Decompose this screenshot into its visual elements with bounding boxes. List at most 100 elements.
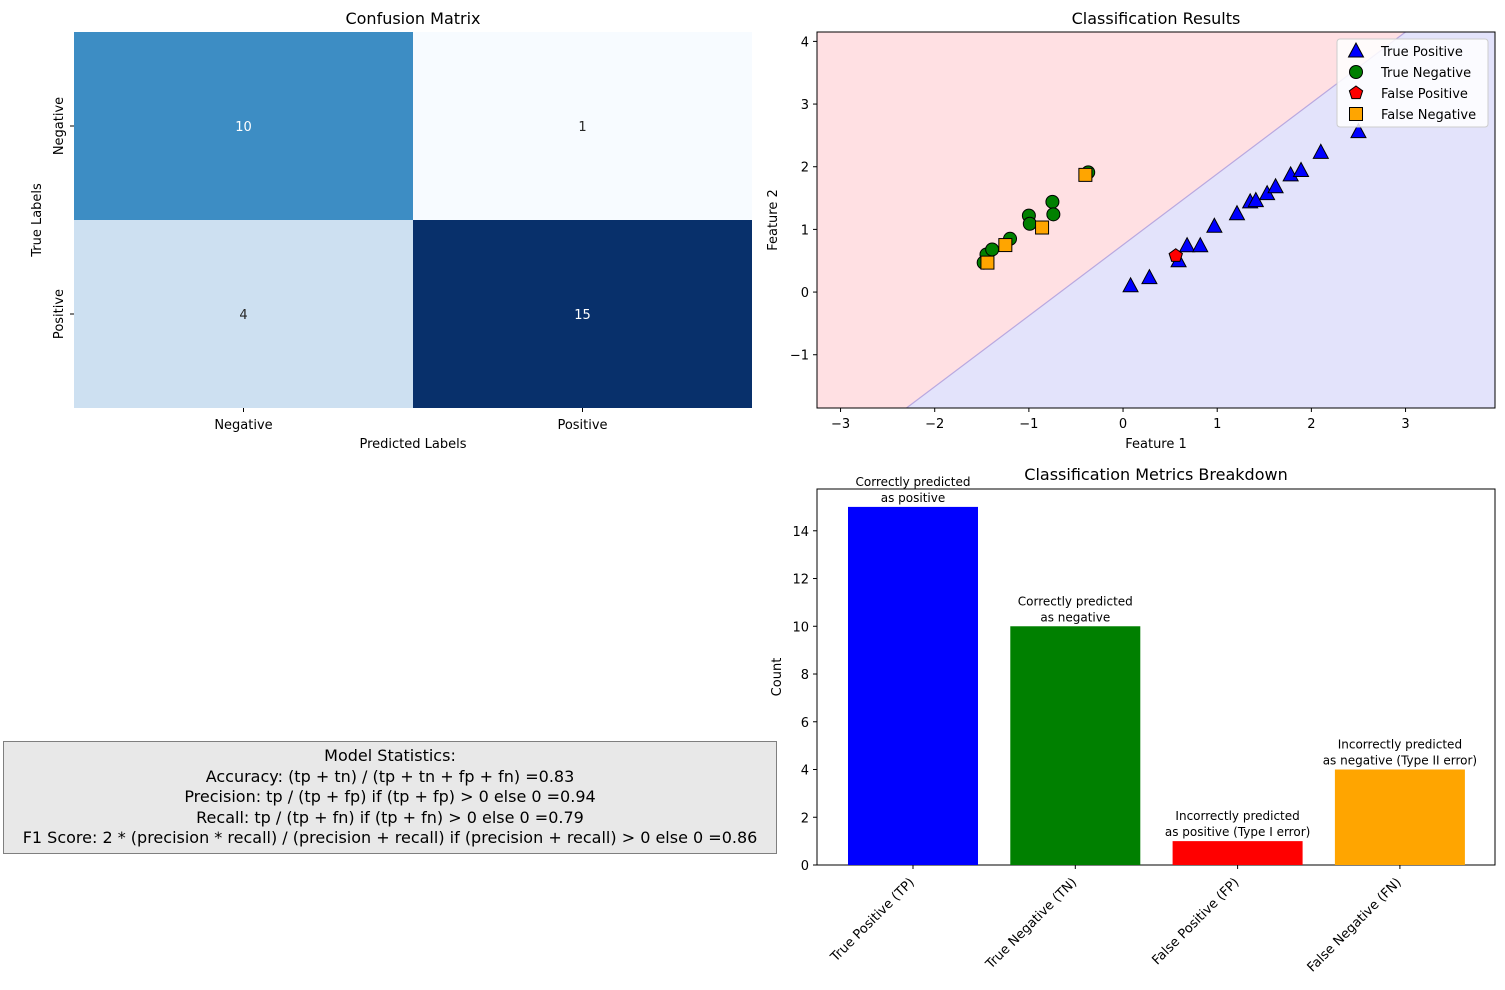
model-statistics-box: Model Statistics: Accuracy: (tp + tn) / … [3, 741, 777, 854]
true-positive-point [1312, 143, 1330, 159]
bar-title: Classification Metrics Breakdown [1024, 465, 1287, 484]
scatter-y-label: Feature 2 [766, 189, 781, 251]
legend-marker [1348, 85, 1364, 100]
bar-annotation-line1: Incorrectly predicted [1175, 809, 1299, 823]
scatter-y-tick-label: 4 [801, 35, 809, 50]
cm-cell-value: 10 [235, 120, 252, 135]
scatter-x-tick-label: −1 [1019, 417, 1038, 432]
cm-cell [413, 32, 752, 220]
true-negative-point [1046, 207, 1061, 222]
confusion-matrix-chart: 10 1 4 15 Confusion Matrix Negative Positive Ne… [30, 9, 752, 452]
cm-y-tick-label: Positive [52, 289, 67, 339]
cm-cell [413, 220, 752, 408]
scatter-y-tick-label: −1 [790, 349, 809, 364]
bar-y-tick-label: 10 [792, 620, 809, 635]
legend-box [1336, 38, 1489, 128]
bar-y-tick-label: 8 [801, 668, 809, 683]
true-negative-point [985, 242, 1000, 257]
bar-annotation-line1: Correctly predicted [856, 475, 971, 489]
bar-x-tick-label: False Positive (FP) [1149, 875, 1242, 968]
scatter-frame [816, 31, 1496, 409]
scatter-x-tick-label: 3 [1401, 417, 1409, 432]
cm-cell-value: 1 [578, 120, 586, 135]
scatter-x-tick-label: −2 [925, 417, 944, 432]
scatter-y-tick-label: 2 [801, 161, 809, 176]
scatter-plot-area [817, 32, 1495, 408]
cm-y-label: True Labels [30, 183, 45, 258]
bar [848, 506, 978, 865]
bar-y-tick-label: 12 [792, 573, 809, 588]
classification-scatter-chart: −3 −2 −1 0 1 2 3 −1 0 1 2 3 4 Classification Results F… [766, 9, 1496, 452]
true-positive-point [1122, 276, 1139, 293]
false-positive-point [1168, 248, 1184, 262]
false-negative-point [1078, 167, 1093, 182]
false-negative-point [980, 255, 995, 270]
bar-annotation-line1: Correctly predicted [1018, 594, 1133, 608]
true-positive-point [1191, 236, 1209, 253]
true-positive-point [1267, 177, 1284, 194]
bar-y-tick-label: 4 [801, 764, 809, 779]
true-positive-point [1206, 217, 1223, 233]
cm-cell-value: 4 [239, 308, 247, 323]
true-positive-point [1178, 236, 1196, 253]
true-positive-point [1228, 204, 1246, 221]
bar-annotation-line2: as negative (Type II error) [1323, 754, 1477, 768]
false-negative-point [1035, 220, 1050, 235]
scatter-title: Classification Results [1072, 9, 1241, 28]
true-positive-point [1141, 268, 1158, 285]
cm-cell [74, 220, 413, 408]
bar-x-tick-label: False Negative (FN) [1305, 875, 1405, 975]
scatter-x-tick-label: 0 [1119, 417, 1127, 432]
bar [1334, 769, 1465, 865]
bar-annotation-line1: Incorrectly predicted [1338, 738, 1462, 752]
bar-y-tick-label: 0 [801, 859, 809, 874]
stats-f1: F1 Score: 2 * (precision * recall) / (pr… [22, 828, 758, 848]
legend-marker [1347, 41, 1365, 58]
scatter-y-tick-label: 3 [801, 98, 809, 113]
decision-boundary [906, 32, 1406, 408]
scatter-x-label: Feature 1 [1125, 437, 1187, 452]
stats-accuracy: Accuracy: (tp + tn) / (tp + tn + fp + fn… [205, 766, 575, 786]
true-positive-point [1350, 122, 1367, 139]
bar-x-tick-label: True Negative (TN) [983, 875, 1081, 973]
bar-frame [816, 488, 1496, 866]
stats-precision: Precision: tp / (tp + fp) if (tp + fp) >… [184, 787, 596, 807]
bar [1172, 841, 1303, 865]
bar-annotation-line2: as positive [881, 491, 946, 505]
scatter-y-tick-label: 0 [801, 286, 809, 301]
cm-x-tick-label: Negative [214, 418, 272, 433]
true-positive-point [1292, 161, 1310, 177]
legend-label: False Positive [1381, 87, 1468, 102]
scatter-y-tick-label: 1 [801, 223, 809, 238]
legend-label: False Negative [1381, 108, 1476, 123]
bar-y-tick-label: 6 [801, 716, 809, 731]
legend-marker [1349, 65, 1363, 79]
metrics-bar-chart: Correctly predicted as positive True Posit… [770, 465, 1496, 975]
bar [1010, 626, 1141, 865]
scatter-x-tick-label: 1 [1213, 417, 1221, 432]
bar-y-tick-label: 2 [801, 811, 809, 826]
cm-cell-value: 15 [574, 308, 591, 323]
cm-x-tick-label: Positive [557, 418, 607, 433]
scatter-legend: True Positive True Negative False Positive… [1336, 38, 1489, 128]
cm-title: Confusion Matrix [345, 9, 480, 28]
cm-cell [74, 32, 413, 220]
false-negative-point [998, 238, 1013, 253]
legend-label: True Negative [1380, 66, 1471, 81]
stats-recall: Recall: tp / (tp + fn) if (tp + fn) > 0 … [196, 807, 584, 827]
cm-x-label: Predicted Labels [359, 437, 466, 452]
true-negative-point [1022, 216, 1037, 231]
stats-title: Model Statistics: [324, 746, 456, 765]
legend-label: True Positive [1380, 45, 1463, 60]
true-negative-point [1045, 194, 1060, 209]
scatter-x-tick-label: 2 [1307, 417, 1315, 432]
bar-x-tick-label: True Positive (TP) [827, 875, 917, 965]
bar-y-tick-label: 14 [792, 525, 809, 540]
legend-marker [1349, 107, 1363, 121]
bar-annotation-line2: as positive (Type I error) [1165, 825, 1310, 839]
cm-y-tick-label: Negative [52, 97, 67, 155]
bar-y-label: Count [770, 658, 785, 697]
scatter-x-tick-label: −3 [831, 417, 850, 432]
bar-annotation-line2: as negative [1040, 610, 1110, 624]
